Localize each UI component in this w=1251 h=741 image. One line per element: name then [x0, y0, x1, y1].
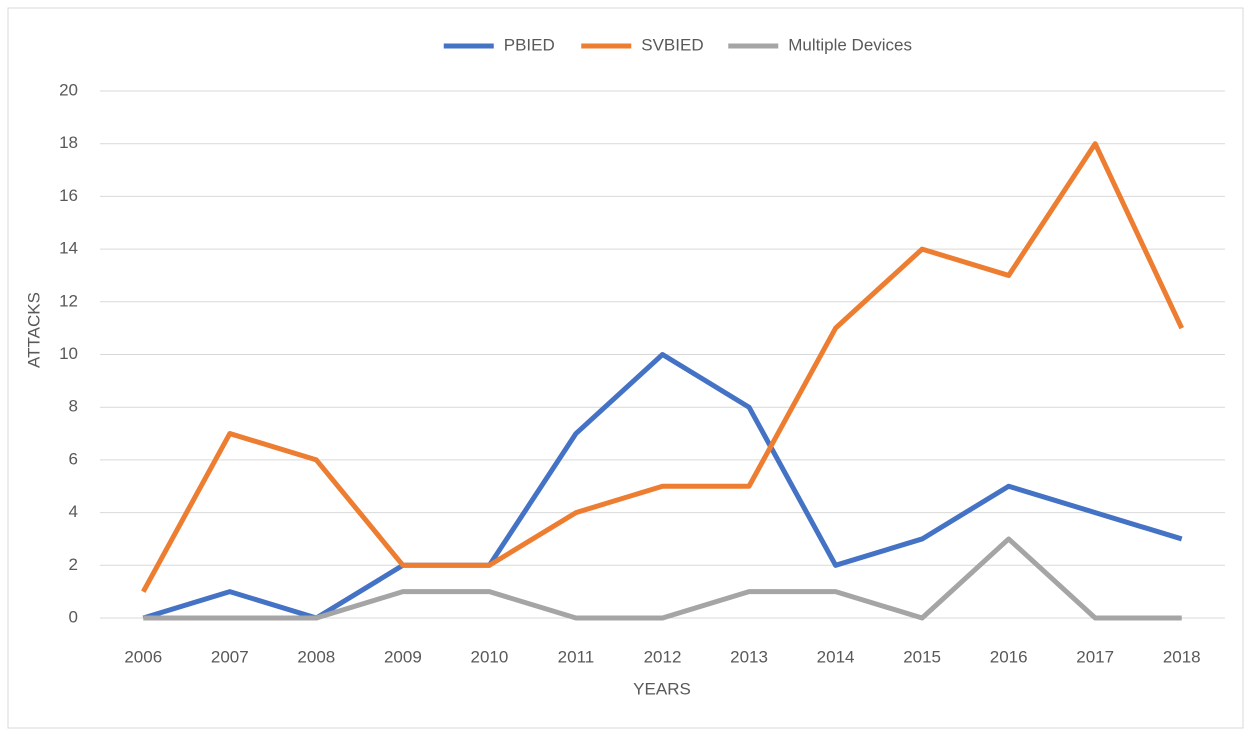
- y-tick-label: 8: [69, 397, 78, 416]
- y-tick-label: 16: [59, 186, 78, 205]
- x-tick-label: 2010: [471, 647, 509, 666]
- x-tick-label: 2015: [903, 647, 941, 666]
- y-tick-label: 2: [69, 555, 78, 574]
- y-tick-label: 18: [59, 133, 78, 152]
- y-tick-label: 12: [59, 291, 78, 310]
- y-tick-label: 4: [69, 502, 78, 521]
- x-axis-label: YEARS: [633, 679, 691, 698]
- y-tick-label: 0: [69, 607, 78, 626]
- x-tick-label: 2013: [730, 647, 768, 666]
- x-tick-label: 2018: [1163, 647, 1201, 666]
- y-tick-label: 10: [59, 344, 78, 363]
- x-tick-label: 2017: [1076, 647, 1114, 666]
- y-tick-label: 6: [69, 449, 78, 468]
- x-tick-label: 2016: [990, 647, 1028, 666]
- chart-border: [7, 7, 1244, 729]
- y-axis-label: ATTACKS: [24, 292, 43, 368]
- x-tick-label: 2009: [384, 647, 422, 666]
- series-line: [141, 141, 1184, 593]
- y-tick-label: 14: [59, 239, 78, 258]
- legend-label: PBIED: [504, 35, 555, 54]
- x-tick-label: 2011: [558, 647, 595, 666]
- y-tick-label: 20: [59, 80, 78, 99]
- x-tick-label: 2006: [124, 647, 162, 666]
- x-tick-label: 2008: [297, 647, 335, 666]
- x-tick-label: 2007: [211, 647, 249, 666]
- series-line: [143, 536, 1182, 621]
- x-tick-label: 2014: [817, 647, 855, 666]
- x-tick-label: 2012: [644, 647, 682, 666]
- legend-label: Multiple Devices: [788, 35, 912, 54]
- legend-label: SVBIED: [641, 35, 703, 54]
